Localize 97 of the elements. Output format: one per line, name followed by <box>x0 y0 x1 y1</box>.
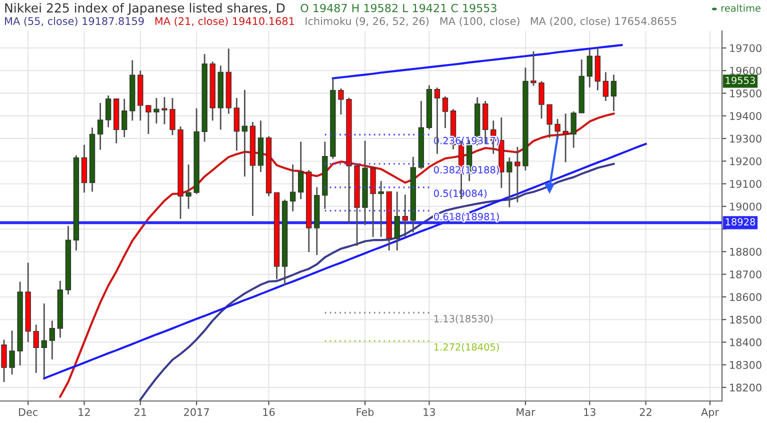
candlestick <box>210 60 216 122</box>
candlestick <box>146 105 152 135</box>
candlestick <box>154 97 160 124</box>
x-tick-label: 13 <box>424 408 435 416</box>
y-tick-label: 19700 <box>730 44 762 52</box>
y-tick-label: 18800 <box>730 248 762 256</box>
candlestick <box>234 97 240 152</box>
candlestick <box>298 140 304 200</box>
candlestick <box>306 169 312 253</box>
candlestick <box>258 120 264 173</box>
candlestick <box>394 190 400 252</box>
candlestick <box>218 64 224 130</box>
y-tick-label: 19000 <box>730 202 762 210</box>
y-tick-label: 19100 <box>730 180 762 188</box>
x-tick-label: 21 <box>134 408 146 416</box>
candlestick <box>506 156 512 208</box>
candlestick <box>274 192 280 280</box>
candlestick <box>282 198 288 286</box>
text: realtime <box>722 4 760 12</box>
y-tick-label: 19200 <box>730 157 762 166</box>
candlestick <box>122 98 128 138</box>
text: Ichimoku (9, 26, 52, 26) <box>306 16 429 26</box>
annotation: 1.13(18530) <box>434 314 493 324</box>
candlestick <box>242 89 248 178</box>
candlestick <box>41 302 47 380</box>
annotation: 1.272(18405) <box>434 343 499 352</box>
candlestick <box>17 281 23 366</box>
y-tick-label: 18500 <box>730 316 762 324</box>
candlestick <box>378 180 384 238</box>
y-tick-label: 19600 <box>730 66 762 75</box>
candlestick <box>362 140 368 226</box>
candlestick <box>314 186 320 256</box>
candlestick <box>322 140 328 210</box>
y-tick-label: 19400 <box>730 112 762 120</box>
candlestick <box>578 58 584 114</box>
x-tick-label: Feb <box>356 408 374 416</box>
text: MA (55, close) 19187.8159 <box>5 16 144 26</box>
x-tick-label: 12 <box>78 408 90 416</box>
candlestick <box>89 126 96 192</box>
candlestick <box>570 110 576 148</box>
candlestick <box>610 74 617 112</box>
candlestick <box>602 71 609 102</box>
line-series <box>59 112 615 398</box>
y-tick-label: 19500 <box>730 89 762 98</box>
candlestick <box>290 164 296 212</box>
candlestick <box>418 100 424 170</box>
candlestick <box>25 262 31 343</box>
candlestick <box>33 324 39 374</box>
text: MA (21, close) 19410.1681 <box>155 16 294 26</box>
candlestick <box>226 48 232 115</box>
y-tick-label: 18300 <box>730 361 762 369</box>
candlestick <box>105 94 112 128</box>
y-tick-label: 19300 <box>730 134 762 143</box>
candlestick <box>426 84 432 130</box>
y-tick-label: 18200 <box>730 384 762 392</box>
candlestick <box>81 144 88 194</box>
candlestick <box>410 156 416 234</box>
chart-subtitle: O 19487 H 19582 L 19421 C 19553 <box>300 4 496 12</box>
line-series <box>139 162 615 401</box>
y-tick-label: 18600 <box>730 293 762 302</box>
candlestick <box>586 48 592 88</box>
annotation: 19553 <box>726 76 755 84</box>
candlestick <box>113 98 120 144</box>
y-tick-label: 18700 <box>730 270 762 278</box>
candlestick <box>330 78 336 160</box>
ref-line-label: 18928 <box>726 218 756 226</box>
text: MA (100, close) <box>440 16 520 26</box>
candlestick <box>546 104 552 139</box>
line-series <box>332 44 623 80</box>
x-tick-label: Apr <box>701 408 719 418</box>
candlestick <box>57 280 64 338</box>
chart-title: Nikkei 225 index of Japanese listed shares, D <box>5 2 285 16</box>
candlestick <box>266 136 272 197</box>
candlestick <box>562 112 568 163</box>
candlestick <box>442 96 448 129</box>
candlestick <box>386 191 392 252</box>
candlestick <box>49 320 55 360</box>
x-tick-label: 13 <box>584 408 596 416</box>
x-tick-label: Mar <box>516 408 536 416</box>
x-tick-label: 22 <box>640 408 652 416</box>
candlestick <box>65 225 72 296</box>
candlestick <box>202 53 208 142</box>
candlestick <box>138 70 144 122</box>
candlestick <box>402 194 408 238</box>
candlestick <box>186 164 192 210</box>
candlestick <box>73 154 80 252</box>
x-tick-label: Dec <box>19 408 38 416</box>
candlestick <box>162 96 168 125</box>
x-tick-label: 16 <box>263 408 275 416</box>
candlestick <box>130 60 136 122</box>
candlestick <box>514 146 520 204</box>
y-tick-label: 18400 <box>730 338 762 346</box>
candlestick <box>250 121 256 217</box>
text: MA (200, close) 17654.8655 <box>530 16 676 26</box>
candlestick <box>594 47 600 91</box>
candlestick <box>97 102 104 150</box>
x-tick-label: 2017 <box>184 408 209 416</box>
